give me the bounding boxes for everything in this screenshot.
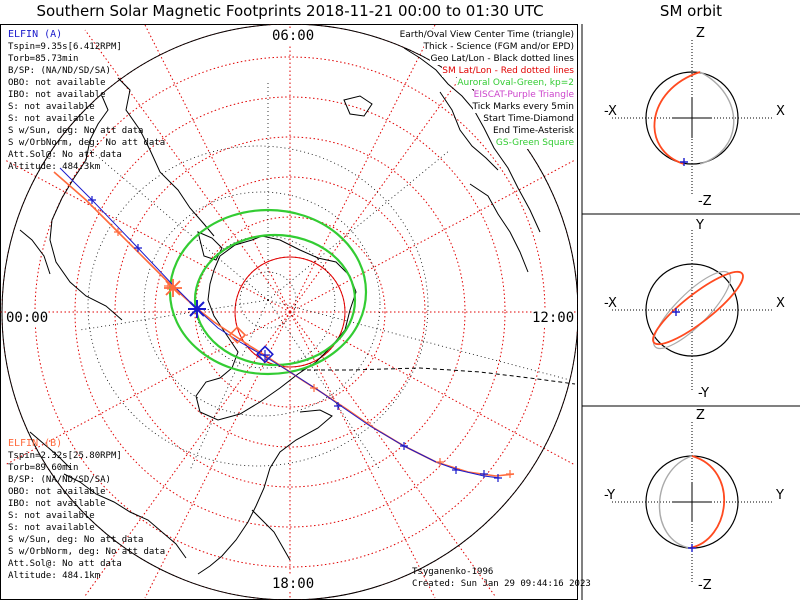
- sat-a-line: Torb=85.73min: [8, 54, 79, 64]
- legend-item: Start Time-Diamond: [483, 113, 574, 125]
- map-outer-circle: [1, 24, 578, 600]
- sat-b-line: B/SP: (NA/ND/SD/SA): [8, 475, 111, 485]
- sat-b-line: S w/OrbNorm, deg: No att data: [8, 547, 166, 557]
- legend-item: EISCAT-Purple Triangle: [473, 89, 574, 101]
- orbit-title: SM orbit: [659, 2, 723, 20]
- sat-b-name: ELFIN (B): [8, 438, 63, 449]
- orbit-3-top: Z: [696, 408, 705, 423]
- orbit-panel-xz: [612, 40, 772, 196]
- map-legend: Earth/Oval View Center Time (triangle) T…: [399, 29, 574, 149]
- orbit-1-top: Z: [696, 26, 705, 41]
- sat-b-line: S: not available: [8, 511, 95, 521]
- legend-item: End Time-Asterisk: [492, 125, 574, 137]
- sat-a-line: Att.Sol@: No att data: [8, 150, 122, 160]
- legend-item: Geo Lat/Lon - Black dotted lines: [430, 53, 574, 65]
- sat-b-line: Tspin=2.32s[25.80RPM]: [8, 451, 122, 461]
- sat-a-line: Tspin=9.35s[6.412RPM]: [8, 42, 122, 52]
- orbit-3-bottom: -Z: [698, 578, 712, 593]
- elfin-a-track: [59, 167, 501, 479]
- sat-b-line: IBO: not available: [8, 499, 106, 509]
- sm-polar-circle: [234, 256, 346, 368]
- sat-a-line: S: not available: [8, 102, 95, 112]
- geo-latlon-grid: [79, 80, 571, 471]
- orbit-1-left: -X: [604, 104, 617, 119]
- chart-title: Southern Solar Magnetic Footprints 2018-…: [36, 2, 544, 20]
- end-asterisk-b: [164, 279, 182, 297]
- terminator-line: [300, 367, 576, 385]
- orbit-2-top: Y: [696, 218, 704, 233]
- start-diamond-a: [256, 345, 274, 364]
- orbit-3-right: Y: [776, 488, 784, 503]
- created-label: Created: Sun Jan 29 09:44:16 2023: [412, 579, 591, 589]
- start-diamond-b: [228, 326, 247, 344]
- sat-b-line: Altitude: 484.1km: [8, 571, 101, 581]
- sat-b-line: Att.Sol@: No att data: [8, 559, 122, 569]
- orbit-2-left: -X: [604, 296, 617, 311]
- end-asterisk-a: [188, 300, 206, 318]
- orbit-panel-xy: [612, 230, 772, 390]
- coastlines: [19, 47, 541, 575]
- clock-label-right: 12:00: [532, 310, 575, 326]
- legend-item: GS-Green Square: [495, 137, 574, 149]
- sat-a-name: ELFIN (A): [8, 29, 63, 40]
- sat-b-info: ELFIN (B) Tspin=2.32s[25.80RPM] Torb=89.…: [8, 438, 165, 582]
- sat-a-line: OBO: not available: [8, 78, 106, 88]
- sat-a-line: B/SP: (NA/ND/SD/SA): [8, 66, 111, 76]
- sat-a-line: S: not available: [8, 114, 95, 124]
- clock-label-top: 06:00: [272, 28, 315, 44]
- start-asterisk-center: [260, 350, 270, 360]
- sat-a-line: Altitude: 484.3km: [8, 162, 101, 172]
- orbit-2-bottom: -Y: [698, 386, 710, 401]
- sat-b-line: S: not available: [8, 523, 95, 533]
- sat-b-line: Torb=89.60min: [8, 463, 79, 473]
- orbit-1-right: X: [776, 104, 785, 119]
- legend-item: Thick - Science (FGM and/or EPD): [423, 41, 574, 53]
- sat-a-line: IBO: not available: [8, 90, 106, 100]
- orbit-2-right: X: [776, 296, 785, 311]
- model-label: Tsyganenko-1996: [412, 567, 494, 577]
- sat-a-info: ELFIN (A) Tspin=9.35s[6.412RPM] Torb=85.…: [8, 29, 165, 173]
- orbit-panel-yz: [612, 422, 772, 584]
- legend-item: Tick Marks every 5min: [472, 101, 574, 113]
- sat-a-line: S w/OrbNorm, deg: No att data: [8, 138, 166, 148]
- track-ticks: [88, 196, 502, 482]
- orbit-3-left: -Y: [604, 488, 616, 503]
- legend-item: SM Lat/Lon - Red dotted lines: [442, 65, 574, 77]
- credit-block: Tsyganenko-1996 Created: Sun Jan 29 09:4…: [412, 566, 591, 590]
- clock-label-bottom: 18:00: [272, 576, 315, 592]
- sat-b-line: S w/Sun, deg: No att data: [8, 535, 144, 545]
- clock-label-left: 00:00: [6, 310, 49, 326]
- sat-a-line: S w/Sun, deg: No att data: [8, 126, 144, 136]
- sat-b-line: OBO: not available: [8, 487, 106, 497]
- legend-item: Auroral Oval-Green, kp=2: [457, 77, 574, 89]
- orbit-1-bottom: -Z: [698, 194, 712, 209]
- legend-item: Earth/Oval View Center Time (triangle): [399, 29, 574, 41]
